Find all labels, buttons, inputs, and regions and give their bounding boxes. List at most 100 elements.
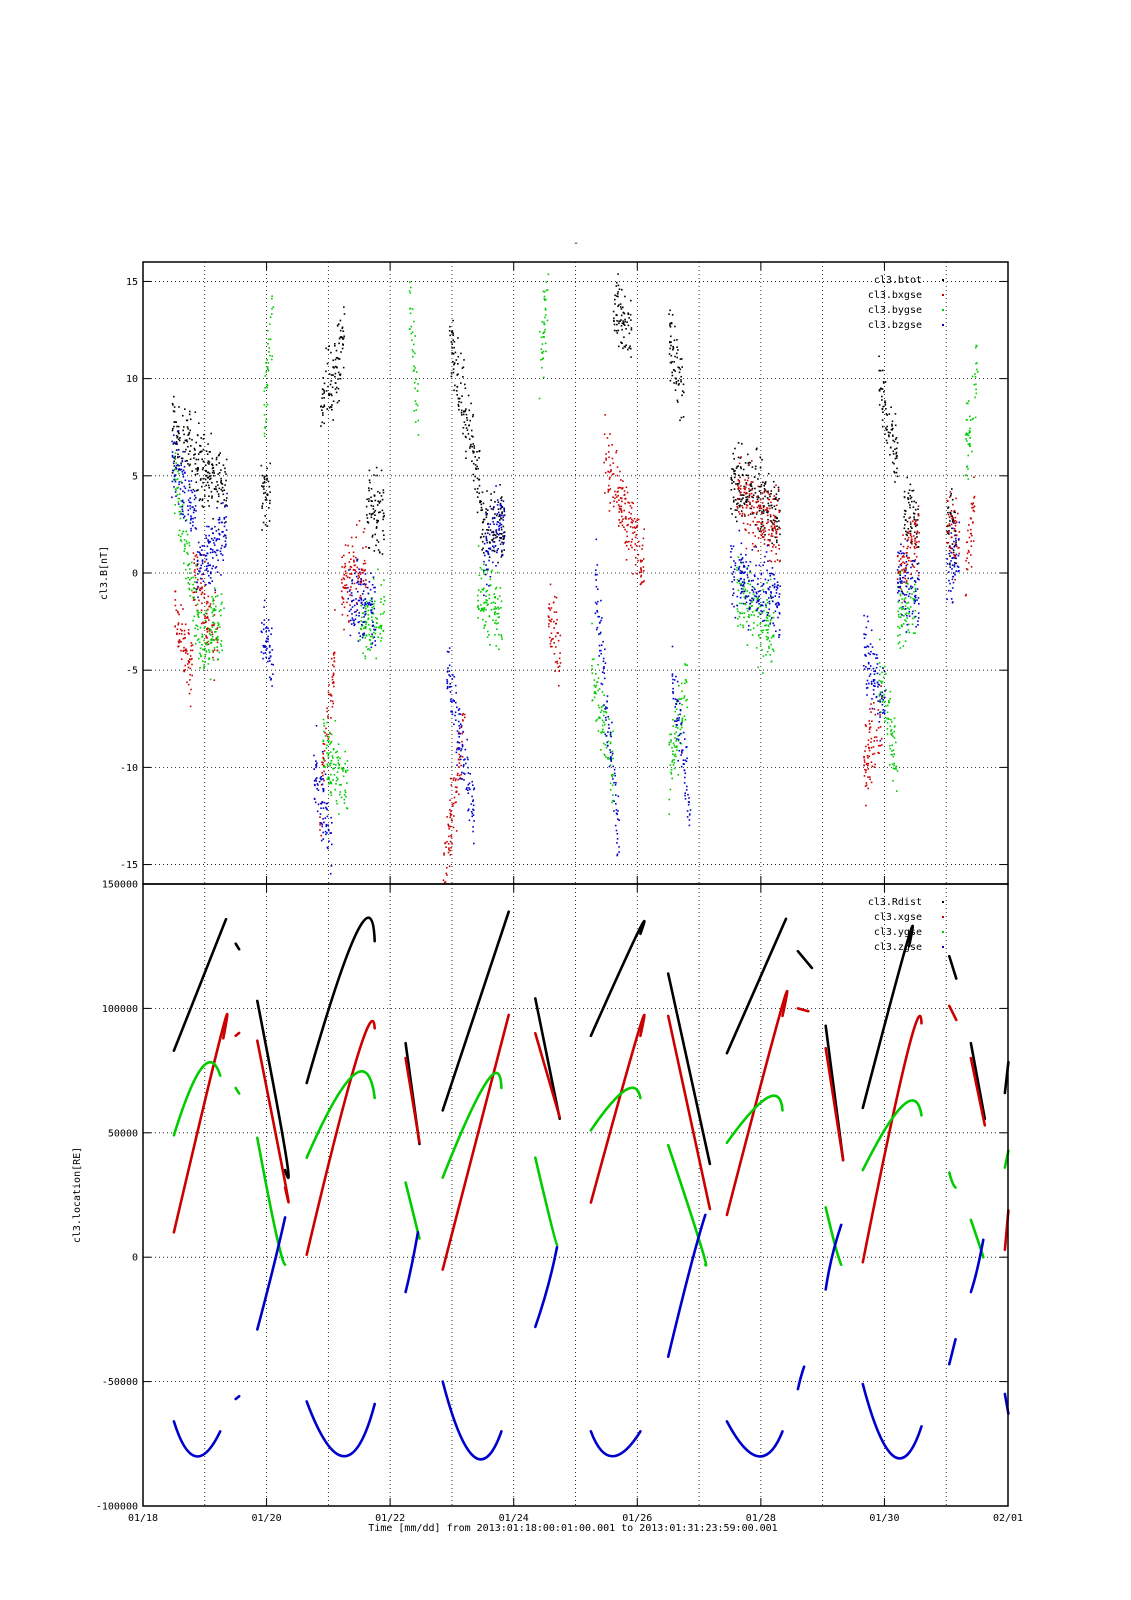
data-point bbox=[677, 774, 680, 776]
data-point bbox=[334, 375, 336, 378]
data-point bbox=[193, 509, 195, 511]
data-point bbox=[884, 716, 887, 719]
data-point bbox=[600, 652, 602, 655]
data-point bbox=[617, 818, 619, 820]
data-point bbox=[948, 546, 951, 549]
data-point bbox=[734, 564, 737, 567]
data-point bbox=[323, 779, 325, 782]
data-point bbox=[879, 700, 882, 703]
data-point bbox=[877, 751, 879, 754]
data-point bbox=[617, 305, 619, 308]
data-point bbox=[911, 577, 914, 579]
data-point bbox=[487, 603, 489, 606]
data-point bbox=[329, 693, 332, 696]
data-point bbox=[360, 599, 363, 601]
data-point bbox=[640, 574, 643, 577]
data-point bbox=[955, 557, 957, 560]
data-point bbox=[917, 505, 920, 507]
data-point bbox=[770, 619, 772, 621]
data-point bbox=[958, 570, 960, 572]
arc-segment bbox=[256, 999, 290, 1180]
data-point bbox=[764, 495, 766, 498]
data-point bbox=[484, 569, 487, 572]
data-point bbox=[213, 624, 215, 626]
data-point bbox=[778, 596, 780, 598]
data-point bbox=[183, 539, 186, 541]
data-point bbox=[469, 447, 471, 449]
data-point bbox=[463, 779, 465, 781]
data-point bbox=[731, 468, 733, 470]
data-point bbox=[873, 685, 875, 687]
data-point bbox=[451, 803, 454, 806]
data-point bbox=[195, 528, 198, 530]
data-point bbox=[675, 720, 678, 722]
data-point bbox=[335, 751, 337, 754]
data-point bbox=[733, 481, 735, 483]
data-point bbox=[265, 656, 267, 659]
arc-segment bbox=[589, 1430, 642, 1458]
data-point bbox=[342, 344, 344, 346]
data-point bbox=[362, 633, 364, 635]
data-point bbox=[949, 563, 951, 566]
data-point bbox=[467, 809, 469, 812]
data-point bbox=[753, 614, 755, 617]
data-point bbox=[591, 699, 594, 701]
data-point bbox=[350, 558, 352, 560]
data-point bbox=[483, 610, 485, 612]
data-point bbox=[673, 767, 676, 770]
data-point bbox=[216, 646, 218, 648]
data-point bbox=[261, 507, 263, 509]
data-point bbox=[640, 571, 643, 573]
data-point bbox=[207, 540, 209, 543]
data-point bbox=[359, 571, 361, 574]
data-point bbox=[267, 362, 270, 364]
data-point bbox=[758, 564, 761, 567]
data-point bbox=[882, 709, 885, 711]
arc-segment bbox=[305, 1400, 376, 1458]
data-point bbox=[174, 474, 176, 476]
data-point bbox=[489, 547, 492, 550]
data-point bbox=[968, 400, 970, 402]
data-point bbox=[198, 551, 201, 554]
data-point bbox=[884, 402, 887, 404]
data-point bbox=[412, 350, 415, 353]
data-point bbox=[877, 712, 879, 715]
data-point bbox=[871, 646, 874, 648]
data-point bbox=[189, 429, 191, 432]
data-point bbox=[907, 536, 910, 539]
data-point bbox=[903, 552, 905, 555]
data-point bbox=[621, 524, 624, 527]
data-point bbox=[218, 462, 220, 464]
data-point bbox=[345, 771, 347, 773]
data-point bbox=[905, 585, 907, 588]
data-point bbox=[467, 433, 470, 435]
data-point bbox=[329, 751, 332, 753]
data-point bbox=[187, 666, 190, 669]
data-point bbox=[321, 388, 324, 390]
data-point bbox=[631, 546, 633, 549]
data-point bbox=[637, 553, 640, 556]
data-point bbox=[616, 491, 619, 493]
data-point bbox=[749, 524, 752, 526]
data-point bbox=[902, 555, 905, 557]
data-point bbox=[909, 521, 912, 524]
data-point bbox=[456, 747, 459, 749]
data-point bbox=[953, 528, 956, 530]
data-point bbox=[342, 770, 344, 772]
data-point bbox=[672, 687, 674, 690]
data-point bbox=[754, 544, 757, 547]
data-point bbox=[409, 281, 411, 283]
data-point bbox=[950, 536, 953, 539]
arc-segment bbox=[725, 1094, 784, 1145]
data-point bbox=[204, 555, 207, 557]
data-point bbox=[608, 478, 611, 480]
data-point bbox=[601, 719, 604, 722]
data-point bbox=[894, 438, 897, 441]
data-point bbox=[973, 383, 976, 386]
data-point bbox=[271, 685, 273, 687]
data-point bbox=[271, 358, 273, 361]
data-point bbox=[314, 801, 317, 804]
data-point bbox=[214, 567, 217, 569]
data-point bbox=[629, 517, 632, 519]
data-point bbox=[743, 578, 745, 581]
